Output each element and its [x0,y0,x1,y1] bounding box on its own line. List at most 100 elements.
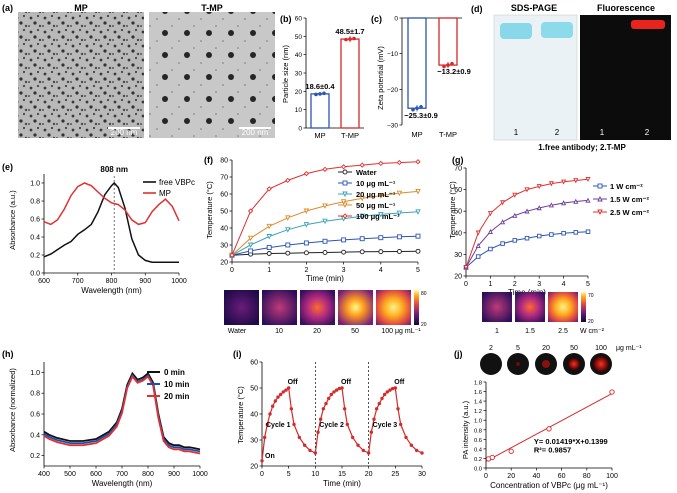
fluorescence-title: Fluorescence [597,3,655,13]
tem-title-mp: MP [74,3,88,13]
data-point [446,63,450,67]
f-xlabel: Time (min) [306,274,344,283]
g-data-point [536,233,542,239]
fluor-lane-label-2: 2 [645,128,650,137]
f-ytick-label: 60 [220,192,228,199]
i-data-point [340,386,344,390]
i-data-point [342,407,347,411]
pa-signal-20 [542,360,550,368]
g-ytick-label: 40 [454,230,462,237]
i-off-label: Off [288,379,299,386]
g-ytick-label: 30 [454,252,462,259]
data-point [352,36,356,41]
thermal-label-2-5w: 2.5 [558,328,568,335]
category-label: MP [314,131,325,140]
j-ytick-label: 1.0 [474,419,482,425]
i-xtick-label: 0 [260,471,264,478]
g-xtick-label: 4 [562,281,566,288]
f-data-point [285,227,291,233]
pa-signal-50 [568,358,580,370]
i-data-point [332,390,336,394]
gel-band-lane-2 [541,22,573,38]
f-data-point [285,250,291,256]
j-ytick-label: 1.4 [474,400,483,406]
e-legend-label: MP [159,189,171,198]
f-data-point [378,249,384,255]
thermal-unit-g: W cm⁻² [580,328,605,335]
b-ytick-label: 40 [295,52,303,59]
j-ytick-label: 0.0 [474,467,482,473]
g-legend-marker [597,195,603,202]
gel-lane-label-1: 1 [514,128,519,137]
f-data-point [359,195,365,202]
f-xtick-label: 1 [267,267,271,274]
h-series-line [43,371,201,451]
data-point [314,92,318,97]
thermal-label-1w: 1 [495,328,499,335]
thermal-images-f: 80 20 Water 10 20 50 100 μg mL⁻¹ [224,290,427,335]
i-data-point [356,443,360,447]
f-data-point [396,159,403,166]
g-data-point [536,205,542,211]
g-data-point [488,246,493,252]
i-data-point [385,390,390,394]
i-data-point [393,386,398,390]
i-data-point [372,417,376,421]
thermal-label-water: Water [228,328,247,335]
f-data-point [341,249,347,255]
g-series-line [465,178,589,268]
i-xtick-label: 5 [287,471,291,478]
colorbar-g [581,292,586,322]
panel-g: (g) Temperature (°C) 0 1 2 3 4 5 20 30 40 50 60 70 1… [448,155,649,335]
g-data-point [548,181,554,187]
j-ytick-label: 0.4 [474,447,483,453]
i-data-point [268,412,272,416]
f-legend-marker [342,191,348,198]
i-data-point [380,396,384,401]
panel-g-axes: 0 1 2 3 4 5 20 30 40 50 60 70 1 W cm⁻² 1.5 W cm⁻² 2.5 … [454,166,649,298]
panel-i-ylabel: Temperature (°C) [236,386,245,444]
thermal-label-100: 100 μg mL⁻¹ [381,328,421,335]
i-data-point [281,390,286,394]
f-ytick-label: 30 [220,243,228,250]
i-data-point [318,417,323,421]
i-cycle-label: Cycle 1 [266,422,291,429]
i-on-label: On [265,453,275,460]
e-series-mp [43,182,180,226]
e-legend-label: free VBPc [159,178,195,187]
f-data-point [396,249,402,254]
g-data-point [475,242,481,249]
i-ytick-label: 20 [250,464,258,471]
f-data-point [266,186,272,192]
data-point [450,61,454,66]
i-data-point [286,386,291,390]
thermal-label-50: 50 [351,328,359,335]
fluorescence-band-lane-2 [631,20,665,29]
g-legend-label: 1 W cm⁻² [610,182,643,191]
panel-j-letter: (j) [454,349,463,359]
i-data-point [345,422,350,427]
pa-conc-unit: μg mL⁻¹ [616,345,642,352]
panel-c-letter: (c) [371,14,382,24]
panel-c-axes: 0 −10 −20 −30 −25.3±0.9 MP −13.2±0.9 T-MP [387,16,471,140]
j-ytick-label: 1.8 [474,381,482,387]
i-data-point [350,435,355,440]
fluorescence-gel [580,15,671,140]
j-xtick-label: 60 [558,473,566,480]
f-ytick-label: 80 [220,158,228,165]
i-data-point [388,388,392,392]
panel-f: (f) Temperature (°C) 0 1 2 3 4 5 20 30 40 50 60 70 8… [204,155,427,335]
j-xtick-label: 40 [533,473,541,480]
thermal-label-20: 20 [313,328,321,335]
f-legend-label: 20 μg mL⁻¹ [356,190,396,199]
e-ytick-label: 0.2 [30,253,40,260]
thermal-image-20 [300,290,335,325]
category-label: T-MP [341,131,359,140]
i-data-point [361,448,366,453]
e-ytick-label: 1.0 [30,181,40,188]
g-data-point [512,192,518,198]
f-data-point [247,208,254,214]
thermal-image-100 [376,290,411,325]
i-ytick-label: 60 [250,360,258,367]
tem-image-tmp [149,12,275,138]
